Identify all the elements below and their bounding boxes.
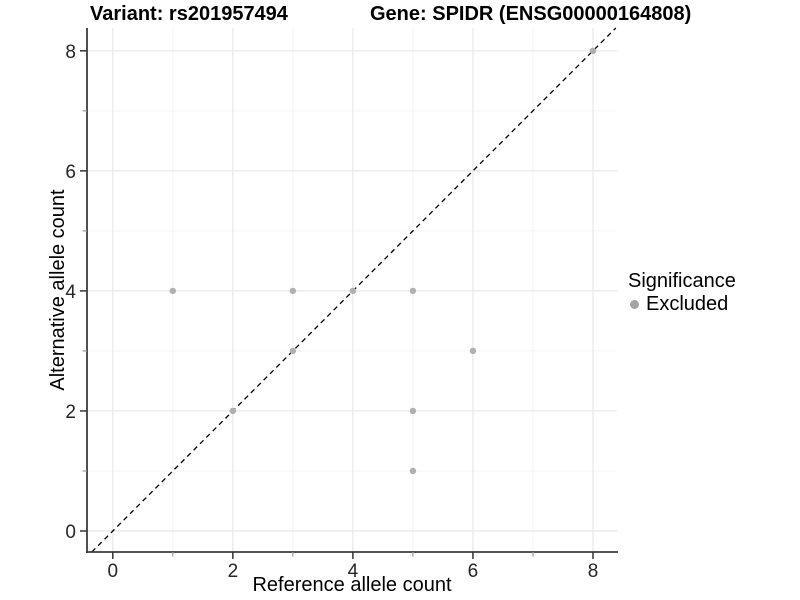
data-point-excluded [349, 287, 357, 295]
legend-entry-excluded: Excluded [628, 293, 736, 316]
plot-title-gene: Gene: SPIDR (ENSG00000164808) [370, 3, 692, 25]
plot-title-variant: Variant: rs201957494 [90, 3, 288, 25]
legend-title: Significance [628, 270, 736, 292]
x-tick-label: 0 [108, 561, 119, 582]
x-tick-label: 2 [228, 561, 239, 582]
data-point-excluded [289, 347, 297, 355]
data-point-excluded [409, 407, 417, 415]
data-point-excluded [289, 287, 297, 295]
y-tick-label: 2 [65, 402, 76, 423]
data-point-excluded [589, 47, 597, 55]
data-point-excluded [469, 347, 477, 355]
y-tick-label: 6 [65, 162, 76, 183]
legend: Significance Excluded [628, 270, 736, 316]
data-point-excluded [409, 287, 417, 295]
data-point-excluded [409, 467, 417, 475]
data-point-excluded [229, 407, 237, 415]
legend-entry-label: Excluded [646, 293, 729, 315]
excluded-point-icon [630, 300, 639, 309]
y-axis-title: Alternative allele count [47, 189, 69, 391]
y-tick-label: 0 [65, 522, 76, 543]
y-tick-label: 4 [65, 282, 76, 303]
x-tick-label: 4 [348, 561, 359, 582]
data-point-excluded [169, 287, 177, 295]
x-tick-label: 6 [468, 561, 479, 582]
y-tick-label: 8 [65, 42, 76, 63]
x-tick-label: 8 [588, 561, 599, 582]
x-axis-title: Reference allele count [252, 574, 452, 596]
